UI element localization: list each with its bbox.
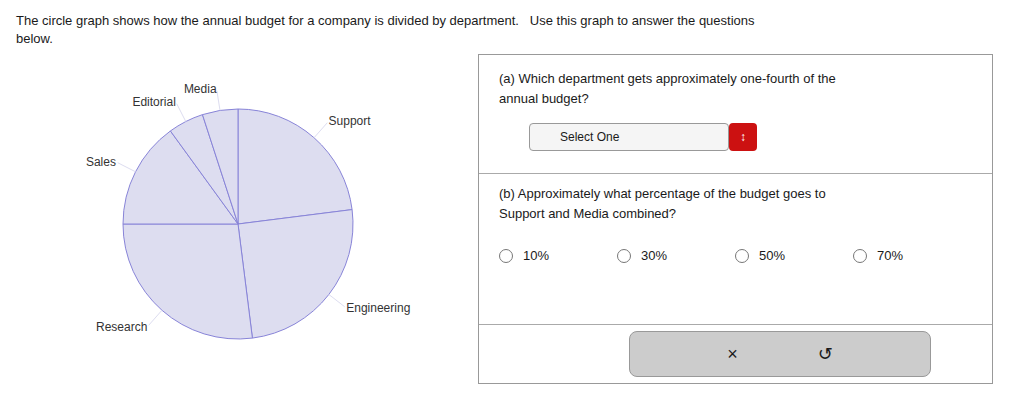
html-text:(b) Approximately what percent: (b) Approximately what percentage of the… bbox=[499, 186, 826, 221]
html-text:70%: 70% bbox=[877, 248, 903, 263]
html-text:(a) Which department gets appr: (a) Which department gets approximately … bbox=[499, 71, 836, 106]
html-text:30%: 30% bbox=[641, 248, 667, 263]
svg-text:Support: Support bbox=[329, 114, 372, 128]
html-text:Select One: Select One bbox=[560, 130, 620, 144]
svg-text:Research: Research bbox=[96, 320, 147, 334]
svg-text:Engineering: Engineering bbox=[346, 301, 410, 315]
svg-text:Sales: Sales bbox=[86, 155, 116, 169]
html-text:below.: below. bbox=[16, 31, 53, 46]
html-text:The circle graph shows how the: The circle graph shows how the annual bu… bbox=[16, 13, 755, 28]
svg-text:Media: Media bbox=[184, 82, 217, 96]
html-text:50%: 50% bbox=[759, 248, 785, 263]
html-text:10%: 10% bbox=[523, 248, 549, 263]
svg-text:Editorial: Editorial bbox=[132, 95, 175, 109]
